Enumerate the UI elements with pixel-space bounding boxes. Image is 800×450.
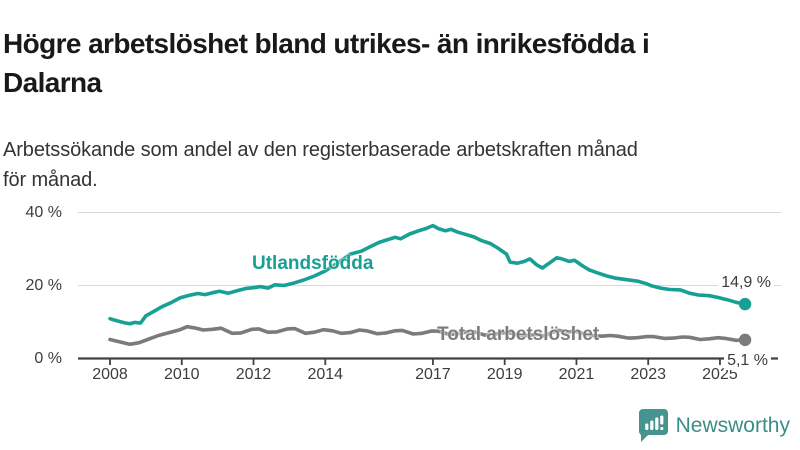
chart-subtitle-line1: Arbetssökande som andel av den registerb… <box>3 139 638 161</box>
x-tick-label: 2021 <box>558 366 595 383</box>
end-dot-utlandsfodda <box>738 297 752 311</box>
x-tick-label: 2012 <box>235 366 272 383</box>
series-label-utlandsfodda: Utlandsfödda <box>252 253 374 274</box>
value-label-utlandsfodda: 14,9 % <box>718 274 774 292</box>
y-tick-label: 20 % <box>25 276 62 294</box>
x-tick-label: 2017 <box>415 366 451 383</box>
chart-subtitle: Arbetssökande som andel av den registerb… <box>3 135 797 195</box>
x-tick-label: 2025 <box>702 366 738 383</box>
chart-title-line2: Dalarna <box>3 66 102 98</box>
chart-title: Högre arbetslöshet bland utrikes- än inr… <box>3 24 797 102</box>
line-total <box>108 324 747 347</box>
line-utlandsfodda <box>108 223 747 326</box>
series-label-total: Total arbetslöshet <box>437 324 600 345</box>
chart-subtitle-line2: för månad. <box>3 169 98 191</box>
y-tick-label: 0 % <box>34 349 62 367</box>
x-tick-label: 2023 <box>630 366 666 383</box>
x-tick-label: 2019 <box>486 366 523 383</box>
newsworthy-logo[interactable]: Newsworthy <box>638 407 790 444</box>
x-tick-label: 2014 <box>307 366 344 383</box>
x-tick-label: 2010 <box>163 366 200 383</box>
x-tick-label: 2008 <box>92 366 128 383</box>
y-tick-label: 40 % <box>25 203 62 221</box>
end-dot-total <box>738 333 752 347</box>
newsworthy-wordmark: Newsworthy <box>675 413 790 437</box>
chart-title-line1: Högre arbetslöshet bland utrikes- än inr… <box>3 27 650 59</box>
value-label-total: 5,1 % <box>724 352 771 370</box>
newsworthy-logo-icon <box>638 409 668 442</box>
